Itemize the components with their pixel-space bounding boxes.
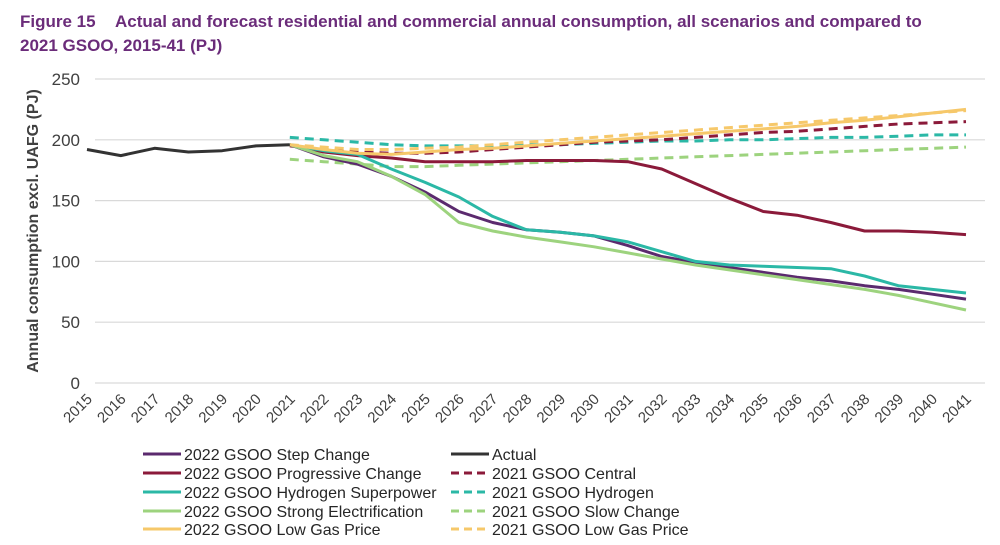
legend-label: 2022 GSOO Step Change (184, 447, 370, 464)
x-tick-label: 2037 (804, 391, 840, 427)
x-tick-label: 2035 (736, 391, 772, 427)
y-tick-label: 200 (52, 131, 80, 150)
legend-label: 2022 GSOO Strong Electrification (184, 504, 423, 521)
chart-title-line2: 2021 GSOO, 2015-41 (PJ) (20, 36, 223, 55)
x-tick-label: 2038 (838, 391, 874, 427)
x-tick-label: 2017 (128, 391, 164, 427)
legend-label: 2021 GSOO Slow Change (492, 504, 680, 521)
y-tick-label: 100 (52, 252, 80, 271)
x-tick-label: 2030 (567, 391, 603, 427)
legend-label: Actual (492, 447, 536, 464)
x-tick-label: 2026 (432, 391, 468, 427)
figure-label: Figure 15 (20, 12, 96, 31)
x-tick-label: 2022 (297, 391, 333, 427)
x-tick-label: 2039 (872, 391, 908, 427)
x-tick-label: 2029 (534, 391, 570, 427)
legend-label: 2022 GSOO Low Gas Price (184, 522, 381, 539)
x-tick-label: 2036 (770, 391, 806, 427)
legend-label: 2022 GSOO Progressive Change (184, 466, 422, 483)
x-tick-label: 2040 (905, 391, 941, 427)
series-line-2022-gsoo-low-gas-price (289, 107, 967, 156)
series-line-2022-gsoo-progressive-change (289, 143, 967, 237)
x-tick-label: 2041 (939, 391, 975, 427)
x-tick-label: 2034 (703, 391, 739, 427)
legend-label: 2021 GSOO Central (492, 466, 636, 483)
legend-label: 2021 GSOO Hydrogen (492, 485, 654, 502)
series-line-2021-gsoo-low-gas-price (289, 109, 967, 151)
series-line-2022-gsoo-hydrogen-superpower (289, 143, 967, 295)
x-tick-label: 2019 (195, 391, 231, 427)
x-tick-label: 2031 (601, 391, 637, 427)
series-line-2021-gsoo-slow-change (289, 145, 967, 169)
y-tick-label: 50 (61, 313, 80, 332)
x-tick-label: 2032 (635, 391, 671, 427)
x-tick-label: 2027 (466, 391, 502, 427)
legend-label: 2021 GSOO Low Gas Price (492, 522, 689, 539)
x-tick-label: 2015 (60, 391, 96, 427)
y-tick-label: 250 (52, 70, 80, 89)
series-line-2022-gsoo-strong-electrification (289, 143, 967, 312)
chart-title-line1: Actual and forecast residential and comm… (115, 12, 922, 31)
x-tick-label: 2023 (331, 391, 367, 427)
x-tick-label: 2024 (364, 391, 400, 427)
x-tick-label: 2033 (669, 391, 705, 427)
y-tick-label: 0 (71, 374, 80, 393)
legend-label: 2022 GSOO Hydrogen Superpower (184, 485, 437, 502)
series-line-actual (86, 143, 290, 158)
y-axis-label: Annual consumption excl. UAFG (PJ) (25, 89, 42, 373)
x-tick-label: 2018 (162, 391, 198, 427)
x-tick-label: 2016 (94, 391, 130, 427)
x-tick-label: 2021 (263, 391, 299, 427)
x-tick-label: 2025 (398, 391, 434, 427)
x-tick-label: 2020 (229, 391, 265, 427)
y-tick-label: 150 (52, 192, 80, 211)
x-tick-label: 2028 (500, 391, 536, 427)
